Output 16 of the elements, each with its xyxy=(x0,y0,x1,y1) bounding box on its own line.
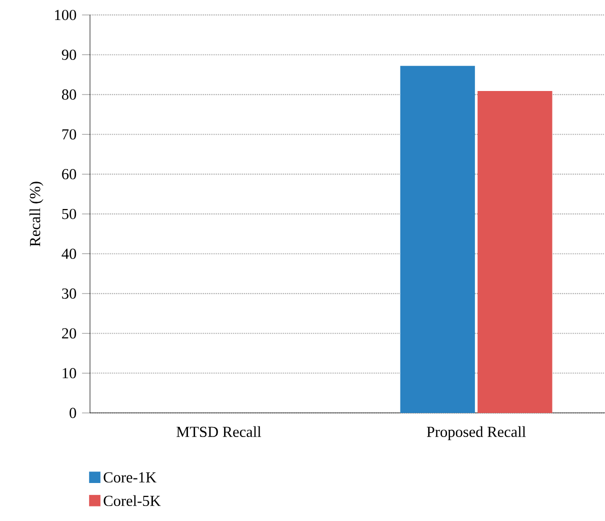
y-tick-label: 100 xyxy=(55,10,76,20)
y-tick-label: 70 xyxy=(62,129,76,140)
y-tick-label: 20 xyxy=(62,328,76,339)
legend-label: Corel-5K xyxy=(104,495,161,506)
x-tick-label: Proposed Recall xyxy=(426,426,526,440)
y-tick-label: 80 xyxy=(62,89,76,100)
y-tick-label: 40 xyxy=(62,248,76,259)
y-axis-title: Recall (%) xyxy=(29,182,44,246)
legend-label: Core-1K xyxy=(104,472,156,483)
y-tick-label: 50 xyxy=(62,208,76,220)
y-tick-label: 60 xyxy=(62,169,76,180)
y-tick-label: 10 xyxy=(62,368,76,378)
y-tick-label: 0 xyxy=(70,408,76,418)
x-tick-label: MTSD Recall xyxy=(176,426,262,438)
y-tick-label: 30 xyxy=(62,288,76,299)
y-tick-label: 90 xyxy=(62,50,76,60)
